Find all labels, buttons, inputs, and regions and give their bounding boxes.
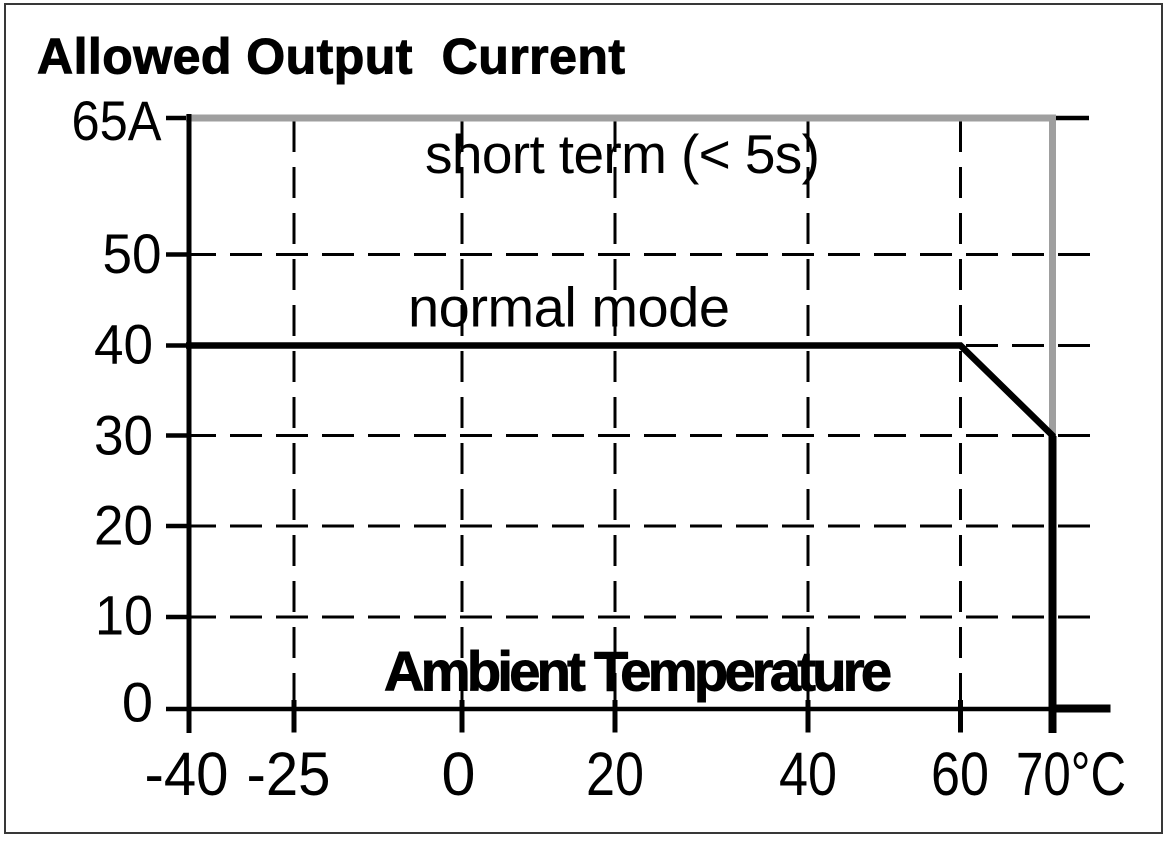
- svg-text:Allowed Output Current: Allowed Output Current: [37, 29, 625, 85]
- svg-text:70°C: 70°C: [1016, 740, 1126, 808]
- svg-text:40: 40: [779, 740, 837, 808]
- svg-text:20: 20: [94, 494, 153, 557]
- svg-text:40: 40: [94, 313, 153, 376]
- svg-text:-40: -40: [145, 740, 229, 808]
- svg-text:10: 10: [95, 584, 153, 647]
- svg-text:short term (< 5s): short term (< 5s): [425, 123, 820, 185]
- svg-text:30: 30: [94, 404, 153, 467]
- svg-text:50: 50: [103, 222, 162, 285]
- svg-text:65A: 65A: [72, 89, 163, 152]
- svg-text:0: 0: [442, 740, 476, 808]
- svg-text:20: 20: [586, 740, 644, 808]
- svg-text:normal mode: normal mode: [408, 276, 730, 339]
- svg-text:60: 60: [931, 740, 989, 808]
- svg-text:-25: -25: [247, 740, 331, 808]
- svg-text:Ambient Temperature: Ambient Temperature: [384, 640, 892, 703]
- svg-text:0: 0: [122, 671, 153, 734]
